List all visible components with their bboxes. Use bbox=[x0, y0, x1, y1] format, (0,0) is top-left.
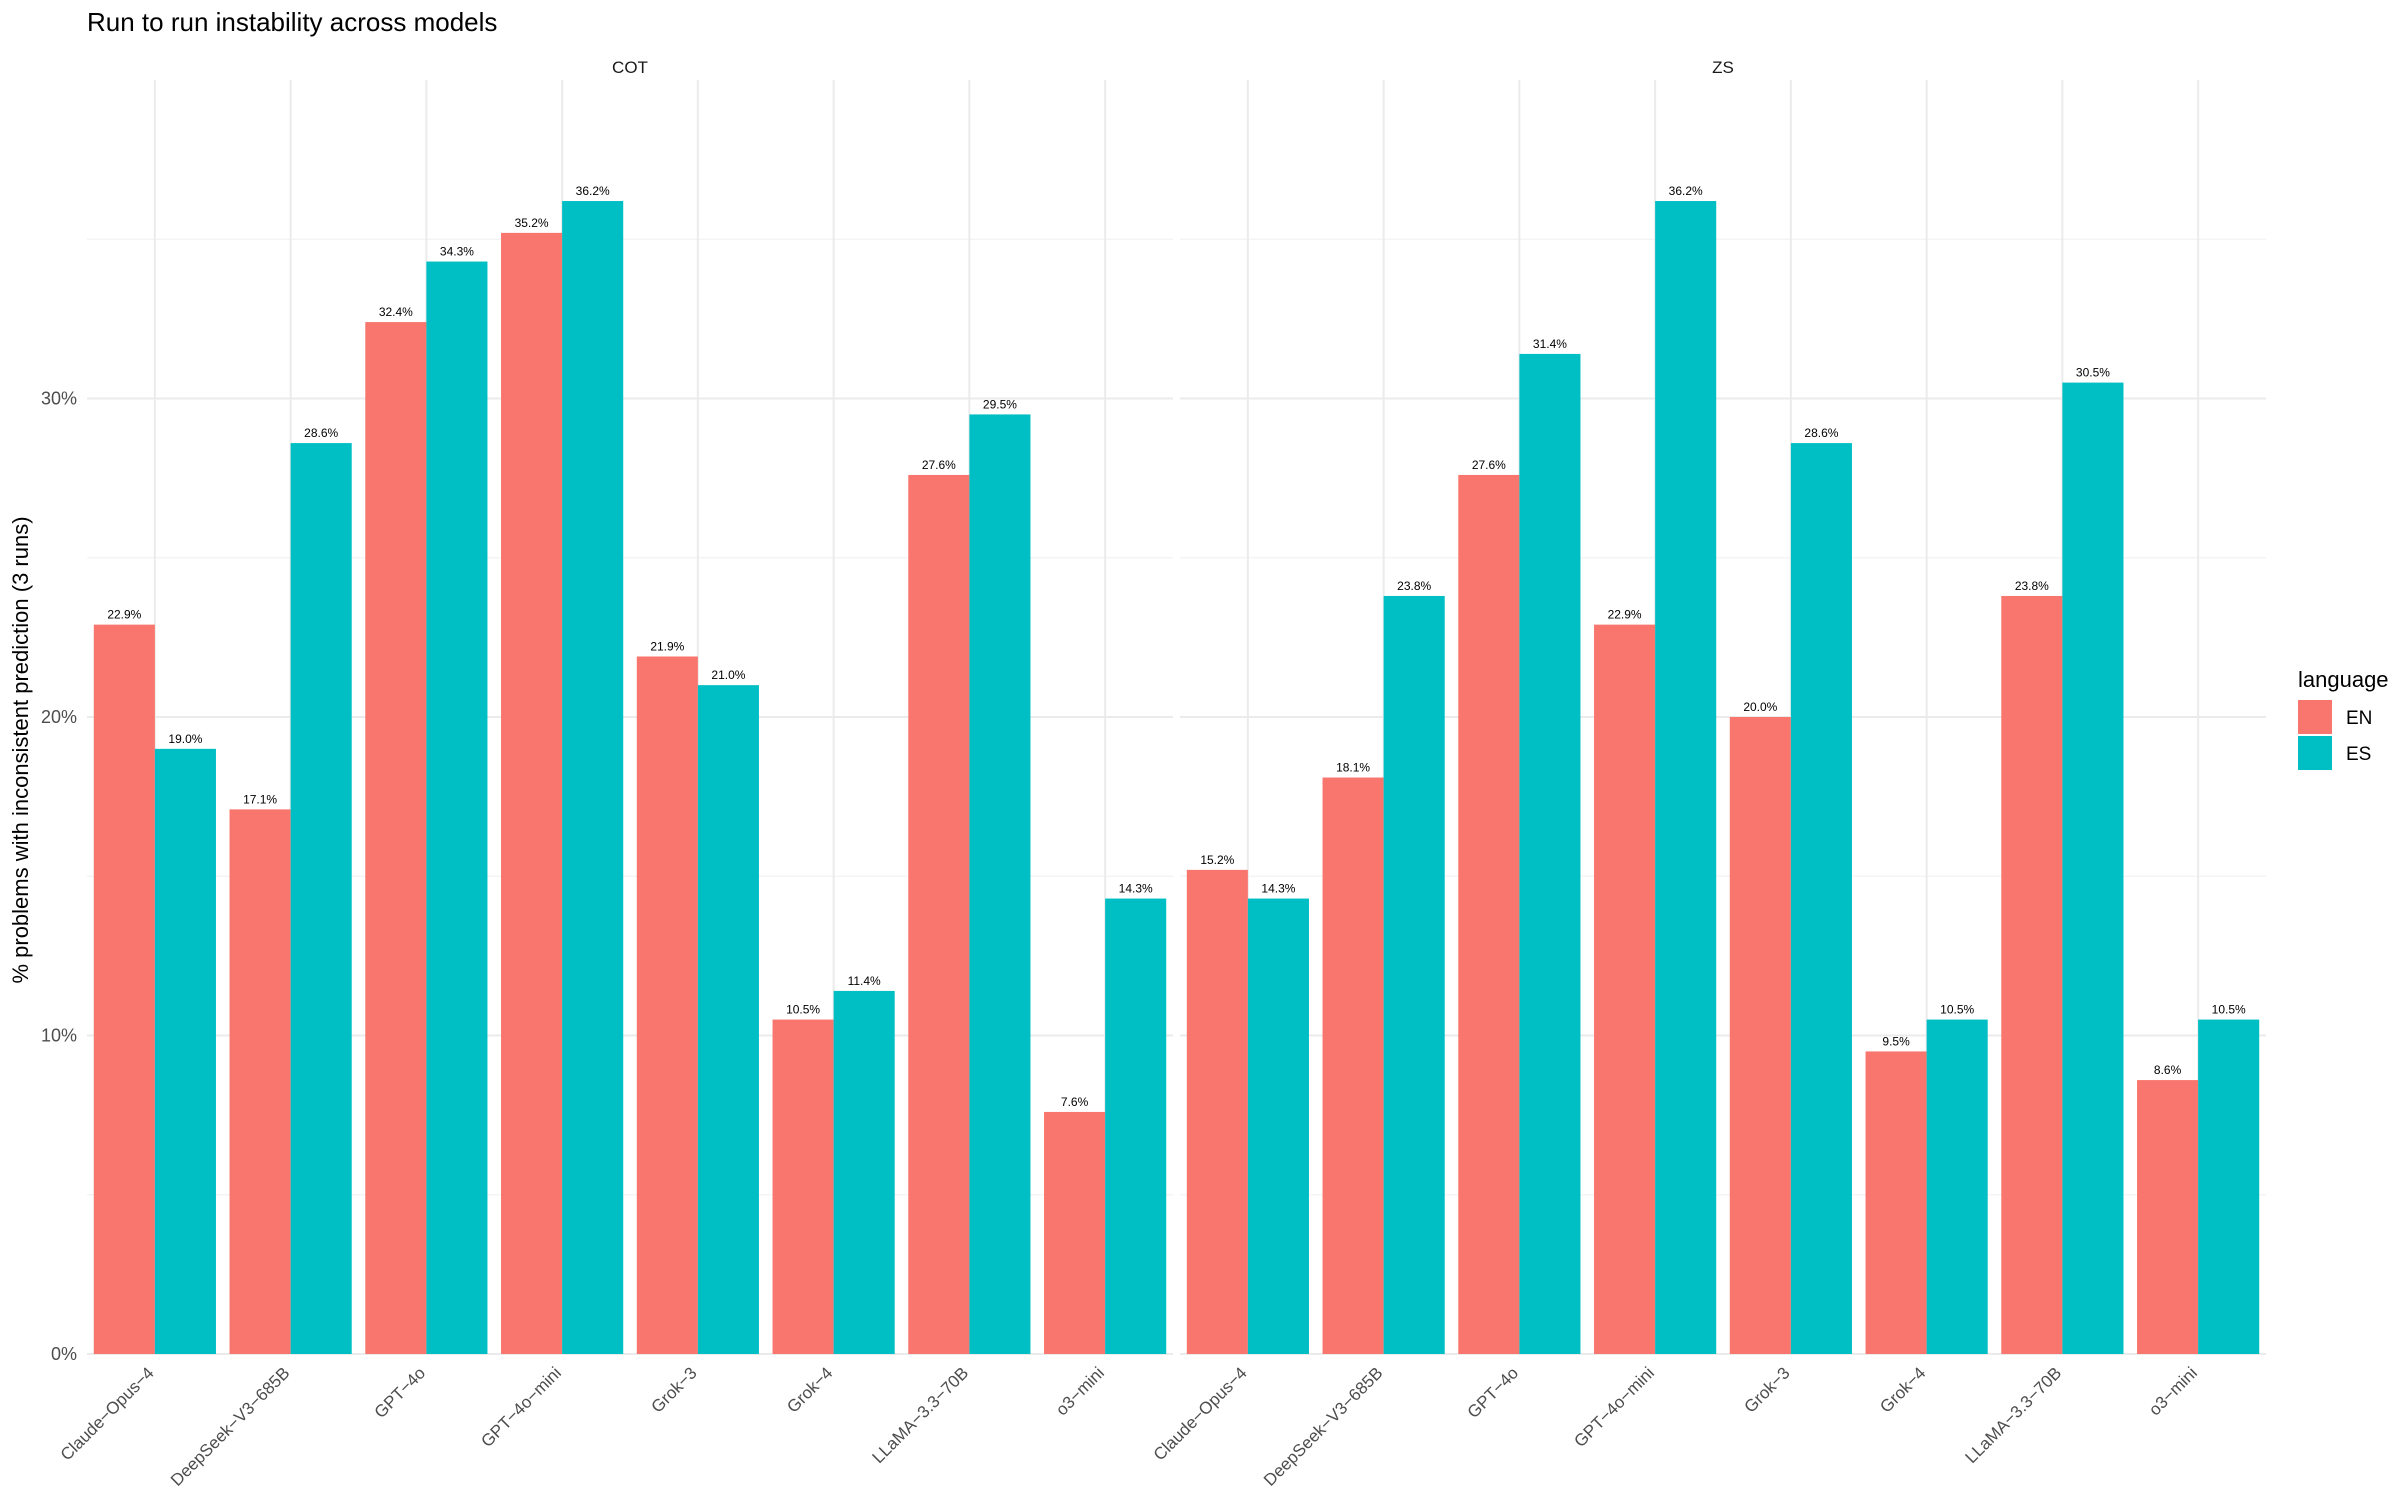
legend-label-en: EN bbox=[2346, 708, 2372, 729]
bar-en bbox=[229, 809, 291, 1354]
panel-zs: ZS 15.2% 18.1% 27.6% 22.9% 20.0% 9.5% 23.8% 8.6%… bbox=[1150, 58, 2266, 1490]
bar-es bbox=[833, 990, 895, 1354]
legend-label-es: ES bbox=[2346, 744, 2371, 765]
bar-en bbox=[1186, 869, 1248, 1354]
bar-value-label: 23.8% bbox=[1397, 579, 1431, 593]
bar-value-label: 32.4% bbox=[379, 305, 413, 319]
bar-value-label: 7.6% bbox=[1061, 1095, 1089, 1109]
bar-es bbox=[1926, 1019, 1988, 1354]
bar-value-label: 27.6% bbox=[922, 458, 956, 472]
bar-en bbox=[636, 656, 698, 1354]
bar-value-label: 34.3% bbox=[440, 245, 474, 259]
legend-items: EN ES bbox=[2298, 700, 2372, 770]
bar-value-label: 31.4% bbox=[1533, 337, 1567, 351]
y-axis-title: % problems with inconsistent prediction … bbox=[8, 516, 33, 983]
bar-en bbox=[908, 474, 970, 1354]
bar-en bbox=[1322, 777, 1384, 1354]
facet-label: ZS bbox=[1712, 58, 1734, 77]
bar-value-label: 14.3% bbox=[1261, 882, 1295, 896]
bar-en bbox=[2137, 1080, 2199, 1354]
legend: language EN ES bbox=[2298, 667, 2389, 770]
bar-en bbox=[1594, 624, 1656, 1354]
bar-value-label: 27.6% bbox=[1472, 458, 1506, 472]
chart-title: Run to run instability across models bbox=[87, 7, 497, 37]
bar-es bbox=[562, 201, 624, 1354]
bar-en bbox=[501, 232, 563, 1354]
bar-es bbox=[1519, 353, 1581, 1354]
bar-value-label: 23.8% bbox=[2015, 579, 2049, 593]
bar-es bbox=[154, 748, 216, 1354]
bar-value-label: 10.5% bbox=[2212, 1003, 2246, 1017]
bar-es bbox=[2062, 382, 2124, 1354]
bar-es bbox=[697, 685, 759, 1354]
bar-value-label: 22.9% bbox=[1608, 608, 1642, 622]
bar-es bbox=[2198, 1019, 2260, 1354]
bar-es bbox=[1247, 898, 1309, 1354]
bar-es bbox=[1105, 898, 1167, 1354]
bar-value-label: 36.2% bbox=[1669, 184, 1703, 198]
bar-en bbox=[365, 322, 427, 1354]
bar-es bbox=[1383, 595, 1445, 1354]
bar-es bbox=[1790, 443, 1852, 1355]
bar-en bbox=[93, 624, 155, 1354]
legend-key-en bbox=[2298, 700, 2332, 734]
y-tick-label: 20% bbox=[41, 707, 77, 727]
bar-value-label: 35.2% bbox=[515, 216, 549, 230]
bar-value-label: 28.6% bbox=[304, 426, 338, 440]
bar-en bbox=[2001, 595, 2063, 1354]
bar-value-label: 10.5% bbox=[1940, 1003, 1974, 1017]
bar-value-label: 17.1% bbox=[243, 792, 277, 806]
bar-value-label: 11.4% bbox=[848, 974, 881, 988]
bar-value-label: 21.9% bbox=[650, 639, 684, 653]
legend-title: language bbox=[2298, 667, 2389, 692]
bar-en bbox=[1729, 717, 1791, 1354]
bar-value-label: 8.6% bbox=[2154, 1063, 2182, 1077]
bar-en bbox=[1865, 1051, 1927, 1354]
bar-value-label: 14.3% bbox=[1119, 882, 1153, 896]
bar-value-label: 19.0% bbox=[168, 732, 202, 746]
bar-value-label: 22.9% bbox=[107, 608, 141, 622]
bar-value-label: 9.5% bbox=[1882, 1034, 1910, 1048]
panel-cot: COT 22.9% 17.1% 32.4% 35.2% 21.9% 10.5% 27.6% 7.… bbox=[41, 58, 1173, 1490]
bar-es bbox=[426, 261, 488, 1354]
bar-value-label: 10.5% bbox=[786, 1003, 820, 1017]
bar-value-label: 29.5% bbox=[983, 397, 1017, 411]
bar-en bbox=[772, 1019, 834, 1354]
y-tick-label: 0% bbox=[51, 1344, 77, 1364]
bar-value-label: 30.5% bbox=[2076, 366, 2110, 380]
bar-es bbox=[290, 443, 352, 1355]
bar-es bbox=[1655, 201, 1717, 1354]
bar-value-label: 36.2% bbox=[576, 184, 610, 198]
facet-panels: COT 22.9% 17.1% 32.4% 35.2% 21.9% 10.5% 27.6% 7.… bbox=[41, 58, 2266, 1490]
bar-value-label: 20.0% bbox=[1743, 700, 1777, 714]
bar-value-label: 15.2% bbox=[1200, 853, 1234, 867]
y-tick-label: 30% bbox=[41, 389, 77, 409]
bar-value-label: 21.0% bbox=[711, 668, 745, 682]
bar-en bbox=[1044, 1111, 1106, 1354]
bar-value-label: 18.1% bbox=[1336, 761, 1370, 775]
bar-en bbox=[1458, 474, 1520, 1354]
legend-key-es bbox=[2298, 736, 2332, 770]
facet-label: COT bbox=[612, 58, 648, 77]
bar-value-label: 28.6% bbox=[1804, 426, 1838, 440]
bar-es bbox=[969, 414, 1031, 1354]
y-tick-label: 10% bbox=[41, 1026, 77, 1046]
